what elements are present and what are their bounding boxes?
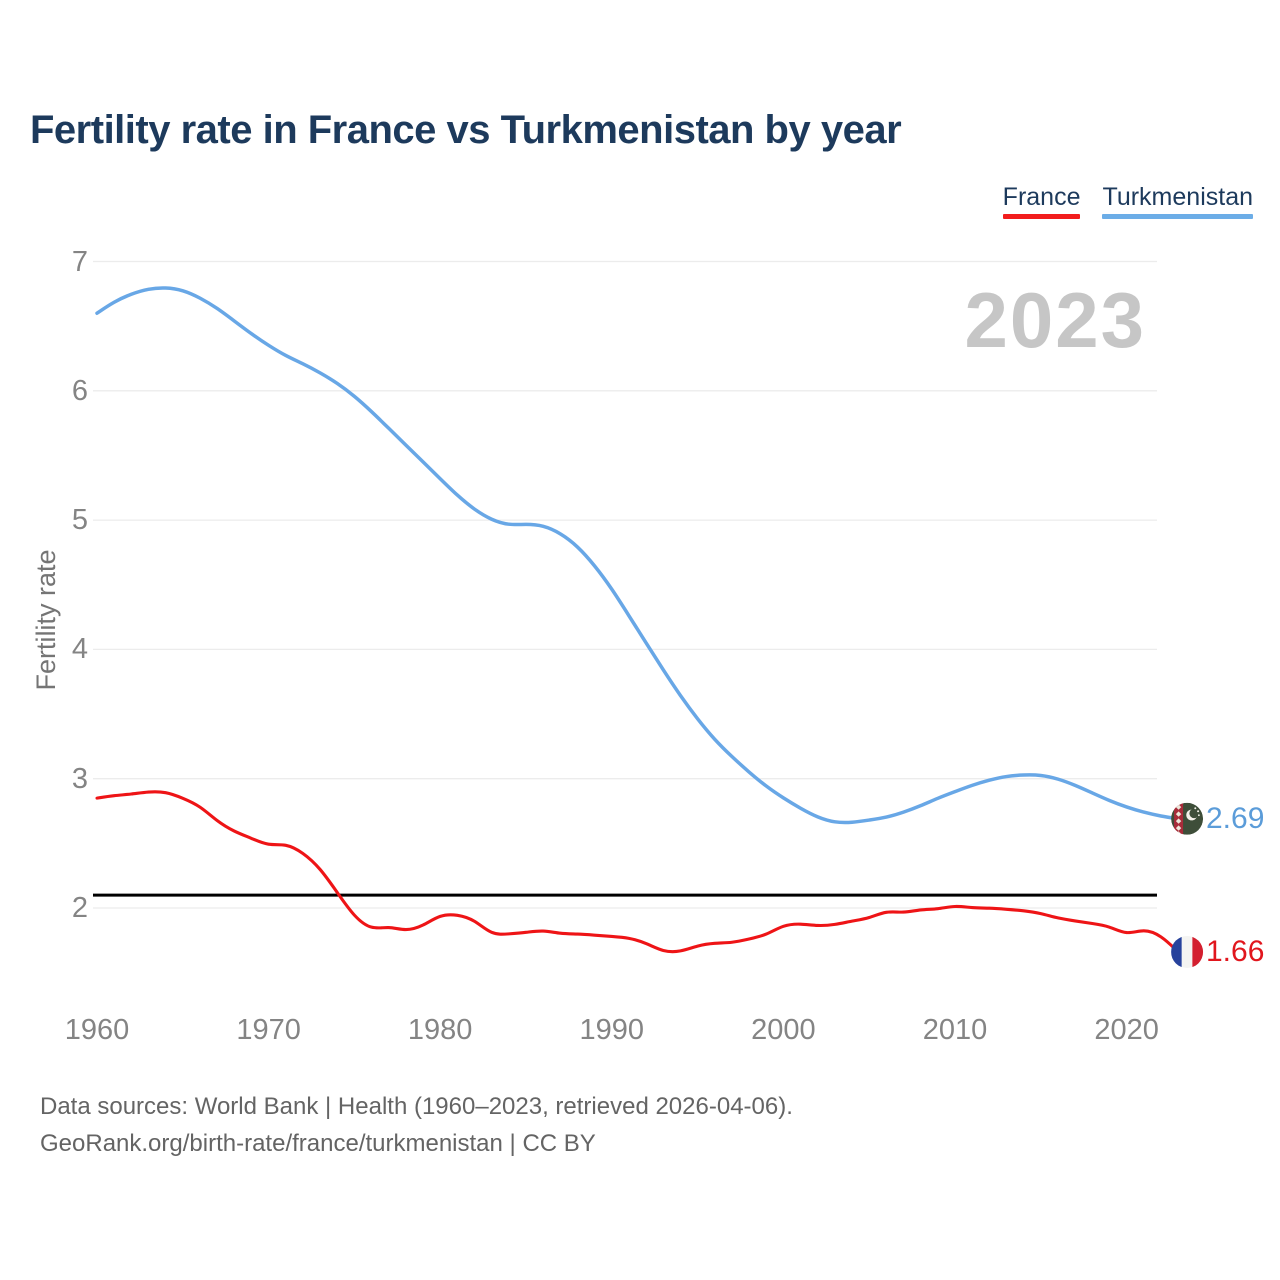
end-value-turkmenistan: 2.69 <box>1206 802 1265 835</box>
y-tick-label: 3 <box>71 762 88 795</box>
y-tick-label: 5 <box>71 504 88 537</box>
data-source-note: Data sources: World Bank | Health (1960–… <box>40 1088 793 1162</box>
watermark-year: 2023 <box>964 276 1146 364</box>
x-tick-label: 1960 <box>64 1014 130 1046</box>
x-tick-label: 1970 <box>236 1014 301 1046</box>
legend-color-bar-france <box>1002 214 1081 219</box>
source-line-1: Data sources: World Bank | Health (1960–… <box>40 1093 793 1120</box>
x-tick-label: 2020 <box>1094 1014 1159 1046</box>
series-lines <box>95 286 1180 954</box>
legend-item-france[interactable]: France <box>1002 183 1081 219</box>
x-tick-label: 1990 <box>579 1014 645 1046</box>
x-tick-label: 2010 <box>922 1014 988 1046</box>
x-tick-label: 1980 <box>407 1014 473 1046</box>
y-tick-label: 4 <box>71 633 88 666</box>
y-tick-label: 7 <box>71 245 88 278</box>
end-value-france: 1.66 <box>1206 935 1265 968</box>
legend-label-france: France <box>1002 183 1081 211</box>
france-flag-icon <box>1171 936 1204 968</box>
page-title: Fertility rate in France vs Turkmenistan… <box>30 108 902 152</box>
legend: France Turkmenistan <box>1002 183 1253 219</box>
legend-color-bar-turkmenistan <box>1102 214 1253 219</box>
line-turkmenistan <box>95 286 1180 825</box>
gridlines <box>93 260 1157 909</box>
y-tick-label: 6 <box>71 374 88 407</box>
y-tick-label: 2 <box>71 892 88 924</box>
legend-item-turkmenistan[interactable]: Turkmenistan <box>1102 184 1253 219</box>
turkmenistan-flag-icon <box>1171 802 1204 835</box>
line-france <box>95 790 1180 954</box>
legend-label-turkmenistan: Turkmenistan <box>1102 183 1253 211</box>
source-line-2: GeoRank.org/birth-rate/france/turkmenist… <box>40 1130 596 1157</box>
x-tick-label: 2000 <box>751 1014 816 1046</box>
